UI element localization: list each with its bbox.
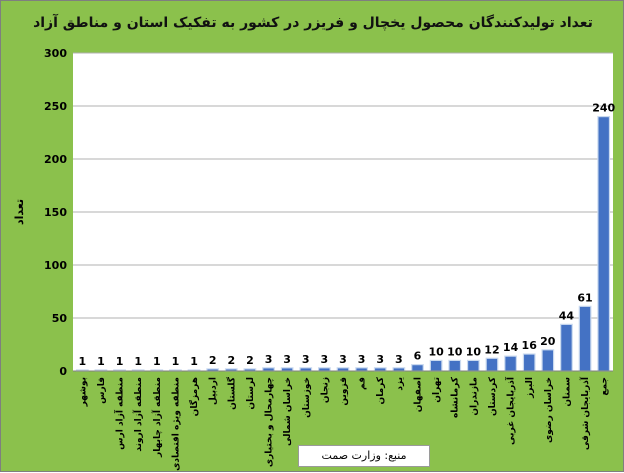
data-label: 3 <box>265 353 273 366</box>
bar <box>541 349 555 372</box>
y-tick-label: 250 <box>44 100 67 113</box>
y-tick-label: 50 <box>52 312 68 325</box>
bar <box>522 353 536 372</box>
bar <box>429 359 443 372</box>
bar <box>485 357 499 372</box>
y-tick-label: 200 <box>44 153 67 166</box>
data-label: 3 <box>395 353 403 366</box>
data-label: 2 <box>209 354 217 367</box>
data-label: 3 <box>302 353 310 366</box>
data-label: 3 <box>358 353 366 366</box>
x-tick-label: منطقه ویژه اقتصادی <box>171 377 181 471</box>
x-tick-label: یزد <box>395 377 405 391</box>
x-tick-label: کرمان <box>376 376 386 404</box>
data-label: 14 <box>503 341 519 354</box>
bar <box>578 305 592 372</box>
data-label: 240 <box>592 102 615 115</box>
x-tick-label: خوزستان <box>302 377 312 418</box>
x-tick-label: قم <box>358 377 368 390</box>
chart-title: تعداد تولیدکنندگان محصول یخچال و فریزر د… <box>33 15 593 31</box>
data-label: 6 <box>414 350 422 363</box>
bar <box>448 359 462 372</box>
x-tick-label: آذربایجان غربی <box>505 376 517 445</box>
bar <box>597 115 611 372</box>
data-label: 2 <box>227 354 235 367</box>
bar <box>466 359 480 372</box>
data-label: 1 <box>97 355 105 368</box>
x-tick-label: تهران <box>432 377 442 403</box>
x-tick-label: فارس <box>97 377 107 404</box>
x-tick-label: منطقه آزاد ارس <box>114 377 126 450</box>
data-label: 3 <box>339 353 347 366</box>
data-label: 10 <box>447 345 463 358</box>
y-tick-label: 150 <box>44 206 67 219</box>
y-tick-label: 0 <box>59 365 67 378</box>
data-label: 3 <box>376 353 384 366</box>
x-tick-label: قزوین <box>339 377 349 406</box>
x-tick-label: مازندران <box>469 377 479 416</box>
data-label: 10 <box>466 345 482 358</box>
x-tick-label: منطقه آزاد چابهار <box>151 377 163 458</box>
x-tick-label: خراسان شمالی <box>283 377 293 446</box>
data-label: 12 <box>484 343 499 356</box>
data-label: 1 <box>172 355 180 368</box>
data-label: 20 <box>540 335 556 348</box>
x-tick-label: جمع <box>600 377 610 396</box>
x-tick-label: سمنان <box>562 377 572 407</box>
x-tick-label: زنجان <box>320 377 330 403</box>
x-tick-label: منطقه آزاد اروند <box>132 377 144 452</box>
bar <box>560 323 573 372</box>
data-label: 3 <box>321 353 329 366</box>
x-tick-label: کرمانشاه <box>451 376 461 418</box>
y-axis-label: تعداد <box>13 199 26 225</box>
x-tick-label: کردستان <box>488 376 498 416</box>
data-label: 1 <box>78 355 86 368</box>
bar <box>504 355 517 372</box>
data-label: 1 <box>134 355 142 368</box>
data-label: 3 <box>283 353 291 366</box>
x-tick-label: خراسان رضوی <box>544 377 554 443</box>
x-tick-label: بوشهر <box>78 377 88 407</box>
x-tick-label: آذربایجان شرقی <box>579 376 591 450</box>
data-label: 61 <box>577 291 592 304</box>
x-tick-label: اصفهان <box>413 377 423 412</box>
y-tick-label: 100 <box>44 259 67 272</box>
x-tick-label: البرز <box>525 377 535 399</box>
data-label: 1 <box>116 355 124 368</box>
bar <box>411 364 424 372</box>
data-label: 44 <box>559 309 575 322</box>
x-tick-label: هرمزگان <box>188 377 200 416</box>
x-tick-label: چهارمحال و بختیاری <box>265 377 275 467</box>
data-label: 1 <box>153 355 161 368</box>
data-label: 2 <box>246 354 254 367</box>
source-note: منبع: وزارت صمت <box>298 445 430 467</box>
x-tick-label: اردبیل <box>209 377 219 405</box>
data-label: 16 <box>522 339 538 352</box>
data-label: 10 <box>428 345 444 358</box>
x-tick-label: گلستان <box>225 376 237 410</box>
x-tick-label: لرستان <box>246 377 256 410</box>
y-tick-label: 300 <box>44 47 67 60</box>
data-label: 1 <box>190 355 198 368</box>
